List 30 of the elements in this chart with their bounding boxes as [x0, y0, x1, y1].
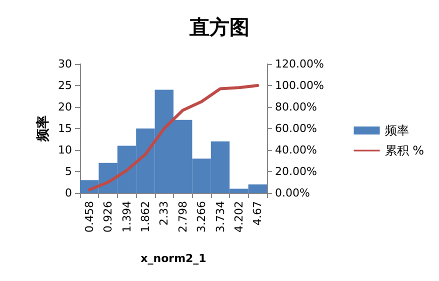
legend-label: 频率	[384, 124, 409, 138]
y2-tick-label: 100.00%	[275, 79, 324, 92]
legend-label: 累积 %	[384, 144, 424, 158]
y2-tick-label: 40.00%	[275, 144, 317, 156]
x-tick-label: 0.458	[82, 201, 96, 232]
x-tick-label: 0.926	[102, 201, 115, 232]
y-axis-title: 频率	[35, 116, 51, 142]
y-tick-label: 15	[58, 122, 72, 135]
y2-tick-label: 80.00%	[275, 100, 317, 114]
line-series	[88, 84, 260, 192]
y-tick-label: 30	[58, 58, 72, 70]
x-tick-label: 3.266	[195, 201, 208, 232]
x-tick-label: 1.394	[120, 201, 134, 232]
x-tick-label: 1.862	[138, 201, 152, 232]
x-axis-title: x_norm2_1	[140, 252, 206, 265]
y2-tick-label: 120.00%	[275, 58, 324, 70]
y2-tick-label: 60.00%	[275, 122, 317, 135]
x-tick-label: 4.67	[251, 201, 264, 226]
y2-tick-label: 0.00%	[275, 186, 310, 200]
y2-tick-label: 20.00%	[275, 165, 317, 178]
y-tick-label: 20	[58, 100, 72, 114]
y-tick-label: 0	[65, 186, 72, 200]
x-tick-label: 3.734	[214, 201, 227, 232]
y-tick-label: 5	[65, 165, 72, 178]
x-tick-label: 2.798	[176, 201, 190, 232]
y-tick-label: 10	[58, 144, 72, 156]
y-tick-label: 25	[58, 79, 72, 92]
x-tick-label: 4.202	[232, 201, 246, 232]
chart-title: 直方图	[188, 15, 250, 39]
x-tick-label: 2.33	[158, 201, 171, 226]
